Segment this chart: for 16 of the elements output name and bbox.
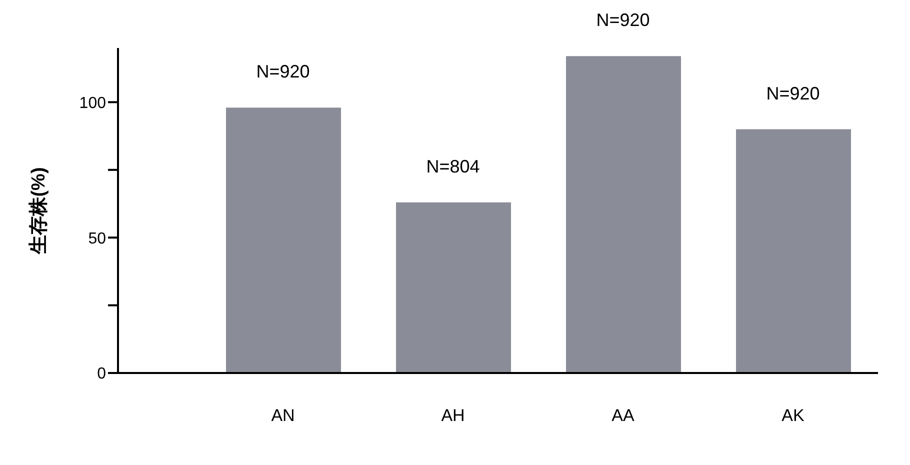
y-tick-label: 50 bbox=[88, 230, 106, 248]
bar bbox=[396, 202, 511, 373]
y-tick-label: 100 bbox=[79, 94, 106, 112]
y-tick-label: 0 bbox=[97, 366, 106, 383]
x-tick-label: AN bbox=[271, 406, 295, 426]
bar bbox=[736, 129, 851, 373]
x-tick-label: AK bbox=[782, 406, 805, 426]
y-axis-title: 生存株(%) bbox=[28, 167, 50, 255]
bar bbox=[226, 108, 341, 373]
bar bbox=[566, 56, 681, 373]
x-tick-label: AH bbox=[441, 406, 465, 426]
annotation: N=920 bbox=[766, 83, 820, 104]
x-tick-label: AA bbox=[612, 406, 635, 426]
annotation: N=920 bbox=[596, 10, 650, 30]
annotation: N=804 bbox=[426, 156, 480, 176]
annotation: N=920 bbox=[256, 62, 310, 82]
